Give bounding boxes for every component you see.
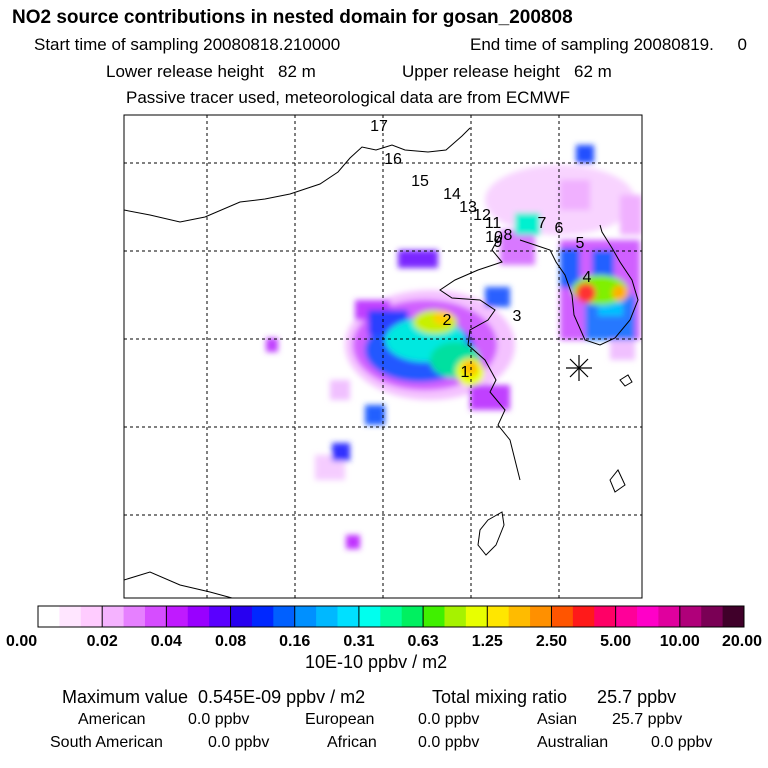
trajectory-label: 6 bbox=[555, 220, 564, 237]
max-value-label: Maximum value 0.545E-09 ppbv / m2 bbox=[62, 687, 366, 707]
colorbar-unit-label: 10E-10 ppbv / m2 bbox=[305, 652, 448, 672]
colorbar-swatch bbox=[551, 606, 574, 627]
upper-release-label: Upper release height 62 m bbox=[402, 62, 612, 81]
colorbar-swatch bbox=[594, 606, 617, 627]
trajectory-label: 13 bbox=[459, 199, 477, 216]
colorbar: 0.00 0.02 0.04 0.08 0.16 0.31 0.63 1.25 2.50 5.00… bbox=[6, 605, 762, 650]
trajectory-label: 17 bbox=[370, 118, 388, 135]
colorbar-swatch bbox=[658, 606, 681, 627]
chart-title: NO2 source contributions in nested domai… bbox=[12, 7, 573, 28]
colorbar-swatch bbox=[59, 606, 82, 627]
trajectory-label: 7 bbox=[538, 215, 547, 232]
trajectory-label: 2 bbox=[443, 312, 452, 329]
coastlines bbox=[124, 127, 639, 598]
colorbar-swatch bbox=[187, 606, 210, 627]
region-value: 0.0 ppbv bbox=[188, 711, 250, 728]
map-frame bbox=[123, 114, 643, 599]
colorbar-swatch bbox=[401, 606, 424, 627]
colorbar-swatch bbox=[444, 606, 467, 627]
colorbar-swatch bbox=[380, 606, 403, 627]
trajectory-label: 14 bbox=[443, 186, 461, 203]
region-name: African bbox=[327, 734, 377, 751]
colorbar-swatch bbox=[80, 606, 103, 627]
colorbar-swatch bbox=[230, 606, 253, 627]
region-name: European bbox=[305, 711, 375, 728]
colorbar-swatch bbox=[572, 606, 595, 627]
colorbar-tick-label: 10.00 bbox=[660, 633, 700, 650]
colorbar-tick-label: 20.00 bbox=[722, 633, 762, 650]
end-time-label: End time of sampling 20080819. 0 bbox=[470, 35, 747, 54]
colorbar-tick-label: 0.08 bbox=[215, 633, 246, 650]
trajectory-label: 1 bbox=[461, 364, 470, 381]
colorbar-swatch bbox=[508, 606, 531, 627]
colorbar-swatch bbox=[251, 606, 274, 627]
region-value: 25.7 ppbv bbox=[612, 711, 683, 728]
colorbar-swatch bbox=[722, 606, 745, 627]
colorbar-swatch bbox=[701, 606, 724, 627]
trajectory-label: 16 bbox=[384, 151, 402, 168]
region-value: 0.0 ppbv bbox=[418, 711, 480, 728]
colorbar-tick-label: 0.00 bbox=[6, 633, 37, 650]
colorbar-swatch bbox=[294, 606, 317, 627]
colorbar-swatch bbox=[123, 606, 146, 627]
colorbar-tick-label: 2.50 bbox=[536, 633, 567, 650]
colorbar-swatch bbox=[615, 606, 638, 627]
colorbar-tick-label: 0.63 bbox=[408, 633, 439, 650]
tracer-label: Passive tracer used, meteorological data… bbox=[126, 88, 571, 107]
map-grid bbox=[124, 115, 642, 598]
colorbar-swatch bbox=[487, 606, 510, 627]
region-name: Australian bbox=[537, 734, 609, 751]
trajectory-label: 9 bbox=[494, 234, 503, 251]
colorbar-tick-label: 0.02 bbox=[87, 633, 118, 650]
colorbar-frame bbox=[37, 605, 745, 628]
lower-release-label: Lower release height 82 m bbox=[106, 62, 316, 81]
region-name: American bbox=[78, 711, 146, 728]
region-value: 0.0 ppbv bbox=[208, 734, 270, 751]
colorbar-swatch bbox=[423, 606, 445, 627]
trajectory-label: 8 bbox=[504, 227, 513, 244]
colorbar-swatch bbox=[637, 606, 659, 627]
total-mixing-label: Total mixing ratio 25.7 ppbv bbox=[432, 687, 677, 707]
colorbar-swatch bbox=[530, 606, 552, 627]
colorbar-tick-label: 1.25 bbox=[472, 633, 503, 650]
receptor-marker bbox=[566, 355, 592, 381]
trajectory-label: 11 bbox=[485, 215, 502, 232]
colorbar-swatch bbox=[144, 606, 167, 627]
trajectory-label: 12 bbox=[473, 207, 491, 224]
region-name: Asian bbox=[537, 711, 578, 728]
colorbar-swatch bbox=[465, 606, 488, 627]
colorbar-swatch bbox=[316, 606, 339, 627]
trajectory-label: 3 bbox=[513, 308, 522, 325]
colorbar-swatch bbox=[102, 606, 125, 627]
trajectory-label: 5 bbox=[576, 235, 585, 252]
colorbar-tick-label: 5.00 bbox=[600, 633, 631, 650]
concentration-field bbox=[266, 145, 642, 549]
trajectory-label: 10 bbox=[485, 229, 503, 246]
colorbar-swatch bbox=[166, 606, 189, 627]
colorbar-tick-label: 0.31 bbox=[343, 633, 374, 650]
trajectory-label: 15 bbox=[411, 173, 429, 190]
colorbar-swatch bbox=[38, 606, 60, 627]
start-time-label: Start time of sampling 20080818.210000 bbox=[34, 35, 341, 54]
colorbar-tick-label: 0.16 bbox=[279, 633, 310, 650]
colorbar-swatch bbox=[337, 606, 360, 627]
colorbar-swatch bbox=[358, 606, 381, 627]
colorbar-swatch bbox=[209, 606, 232, 627]
colorbar-swatch bbox=[273, 606, 296, 627]
colorbar-tick-label: 0.04 bbox=[151, 633, 182, 650]
region-value: 0.0 ppbv bbox=[418, 734, 480, 751]
region-name: South American bbox=[50, 734, 163, 751]
trajectory-label: 4 bbox=[583, 269, 592, 286]
region-value: 0.0 ppbv bbox=[651, 734, 713, 751]
colorbar-swatch bbox=[679, 606, 702, 627]
